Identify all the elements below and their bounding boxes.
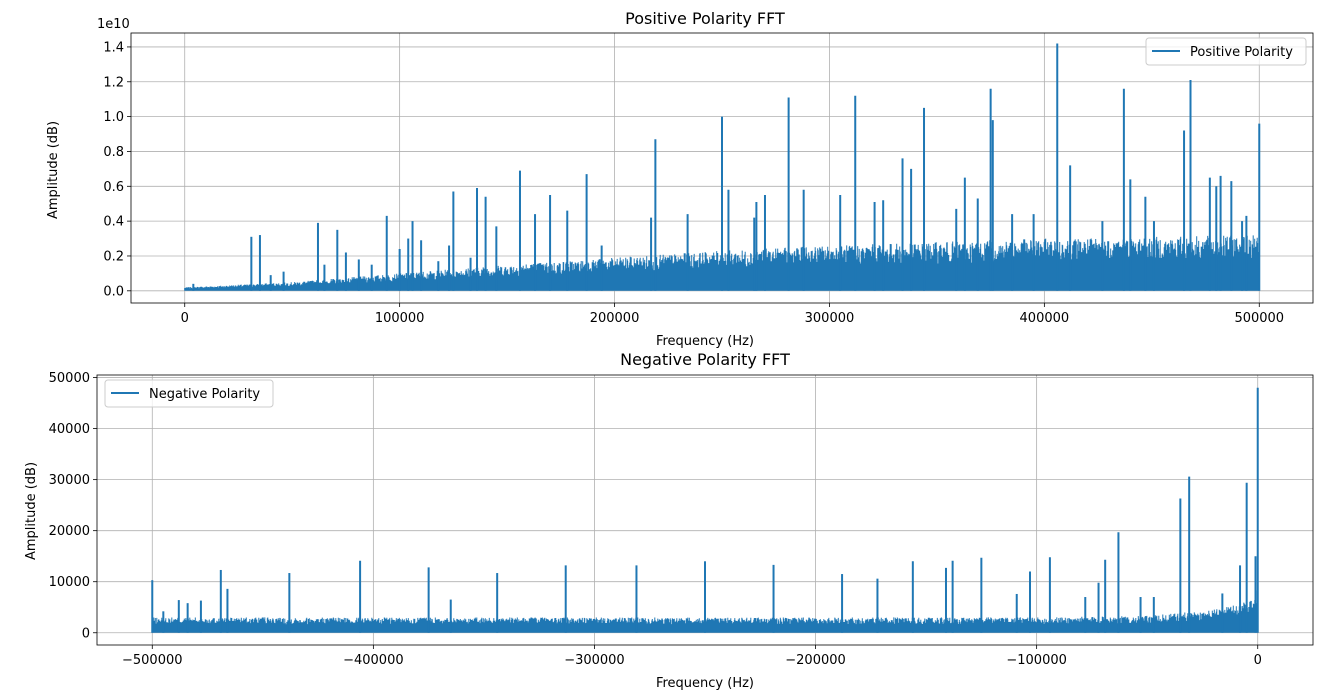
x-axis-label: Frequency (Hz) [656,334,754,349]
x-axis: −500000 −400000 −300000 −200000 −100000 0 [122,645,1262,668]
legend: Positive Polarity [1145,37,1307,66]
y-axis-label: Amplitude (dB) [46,121,61,219]
noise-band [184,235,1260,291]
x-tick-label: 0 [181,311,189,326]
legend-box [104,379,274,408]
y-axis: 0 10000 20000 30000 40000 50000 [49,371,97,641]
y-tick-label: 20000 [49,524,90,539]
chart-title: Negative Polarity FFT [620,350,790,369]
grid [131,33,1313,303]
y-tick-label: 0.0 [103,284,124,299]
y-tick-label: 0.2 [103,249,124,264]
x-tick-label: 200000 [590,311,640,326]
y-tick-label: 0 [82,626,90,641]
positive-polarity-axes: Positive Polarity FFT 1e10 0 100000 200000… [46,9,1314,349]
y-tick-label: 0.6 [103,180,124,195]
plot-frame [96,374,1314,646]
y-tick-label: 40000 [49,422,90,437]
y-tick-label: 1.2 [103,75,124,90]
x-tick-label: −500000 [122,653,183,668]
y-axis-label: Amplitude (dB) [24,462,39,560]
legend-label: Positive Polarity [1190,45,1293,60]
y-tick-label: 1.4 [103,40,124,55]
x-tick-label: 100000 [375,311,425,326]
x-axis-label: Frequency (Hz) [656,676,754,691]
x-tick-label: 400000 [1020,311,1070,326]
x-tick-label: 0 [1254,653,1262,668]
y-tick-label: 30000 [49,473,90,488]
x-tick-label: 500000 [1234,311,1284,326]
series-negative-polarity [151,387,1259,633]
x-tick-label: −100000 [1006,653,1067,668]
chart-title: Positive Polarity FFT [625,9,785,28]
y-offset-label: 1e10 [97,17,130,32]
x-axis: 0 100000 200000 300000 400000 500000 [181,303,1284,326]
y-tick-label: 0.8 [103,145,124,160]
y-tick-label: 0.4 [103,215,124,230]
x-tick-label: −200000 [785,653,846,668]
legend-box [1145,37,1307,66]
legend-label: Negative Polarity [149,387,260,402]
x-tick-label: −300000 [564,653,625,668]
negative-polarity-axes: Negative Polarity FFT −500000 −400000 −300… [24,350,1314,691]
y-axis: 0.0 0.2 0.4 0.6 0.8 1.0 1.2 1.4 [103,40,131,299]
x-tick-label: 300000 [805,311,855,326]
x-tick-label: −400000 [343,653,404,668]
y-tick-label: 1.0 [103,110,124,125]
plot-frame [130,32,1314,304]
series-positive-polarity [184,43,1261,291]
y-tick-label: 50000 [49,371,90,386]
legend: Negative Polarity [104,379,274,408]
y-tick-label: 10000 [49,575,90,590]
